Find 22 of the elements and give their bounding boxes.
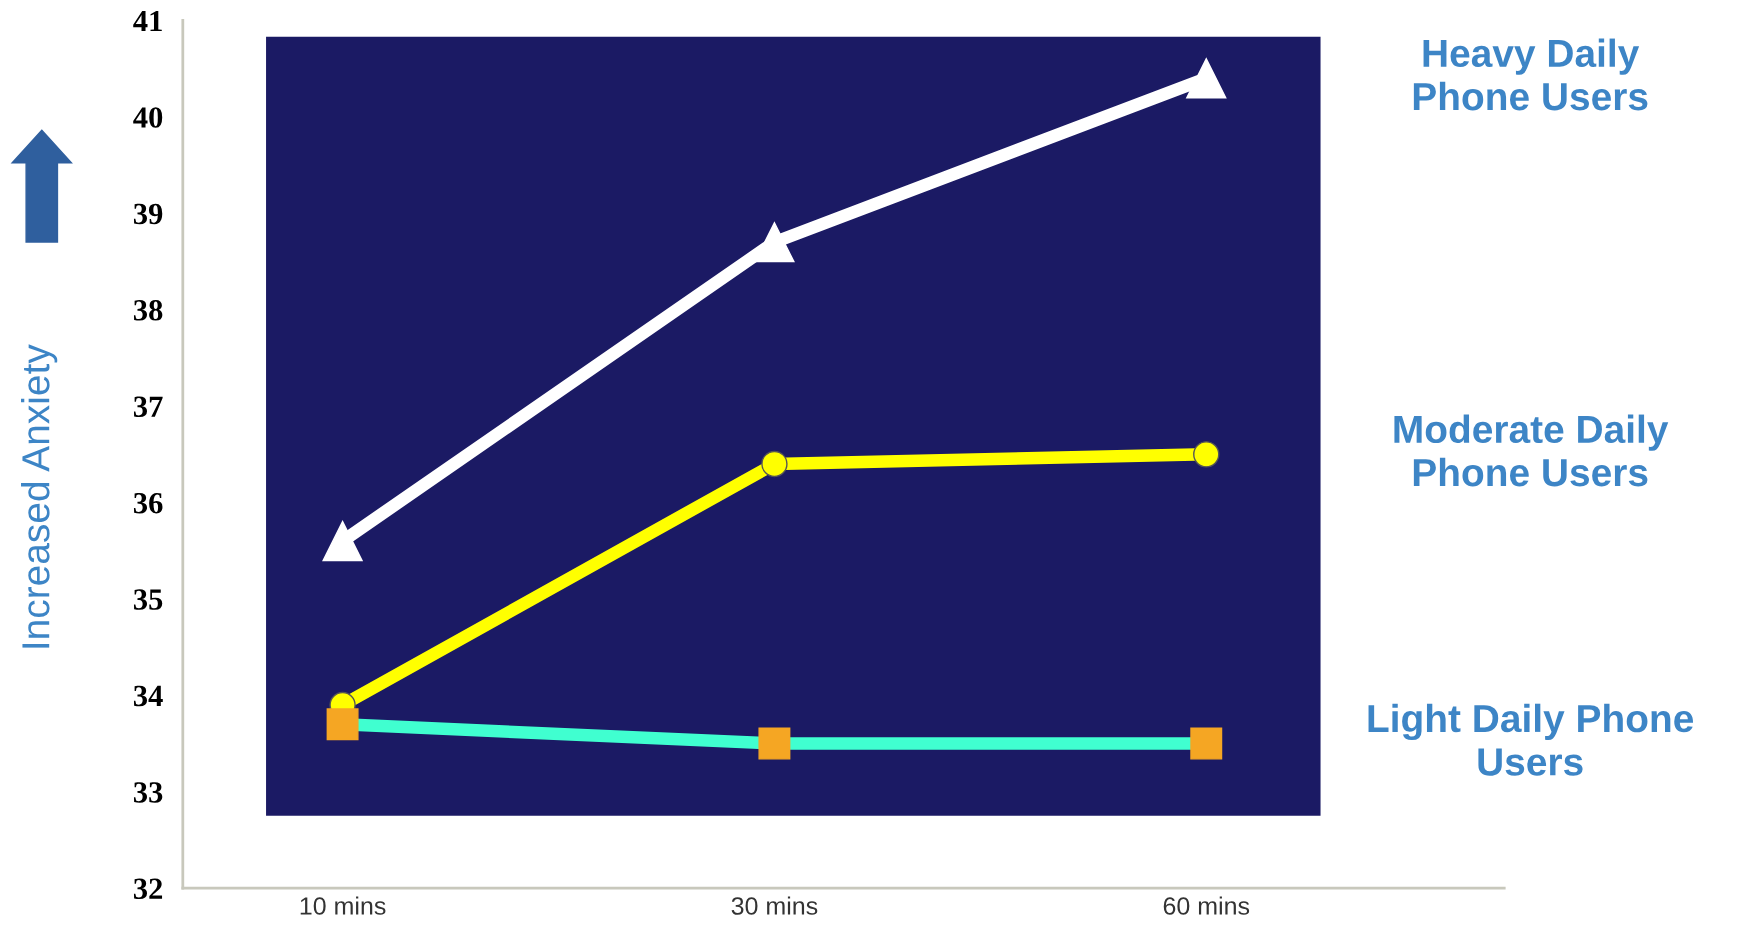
y-axis-title: Increased Anxiety [21,344,58,648]
point [761,450,788,478]
y-tick-label: 33 [133,782,163,803]
point [1186,58,1227,99]
text: Moderate Daily Phone Users [1394,414,1669,487]
text: Heavy Daily Phone Users [1413,38,1648,111]
point [1193,441,1220,468]
y-tick-label: 35 [133,589,163,610]
point [322,520,363,562]
y-tick-label: 34 [133,685,163,707]
y-tick-label: 38 [133,299,163,321]
y-tick-label: 40 [133,107,163,128]
y-tick-label: 32 [133,878,163,900]
text: Light Daily Phone Users [1368,703,1694,776]
y-tick-label: 41 [133,10,162,32]
x-tick-label: 10 mins [300,896,386,915]
x-tick-label: 60 mins [1163,896,1250,915]
y-tick-label: 37 [133,396,163,418]
y-tick-label: 39 [133,203,163,225]
y-tick-label: 36 [133,492,163,514]
point [754,222,795,263]
x-tick-label: 30 mins [731,896,818,915]
